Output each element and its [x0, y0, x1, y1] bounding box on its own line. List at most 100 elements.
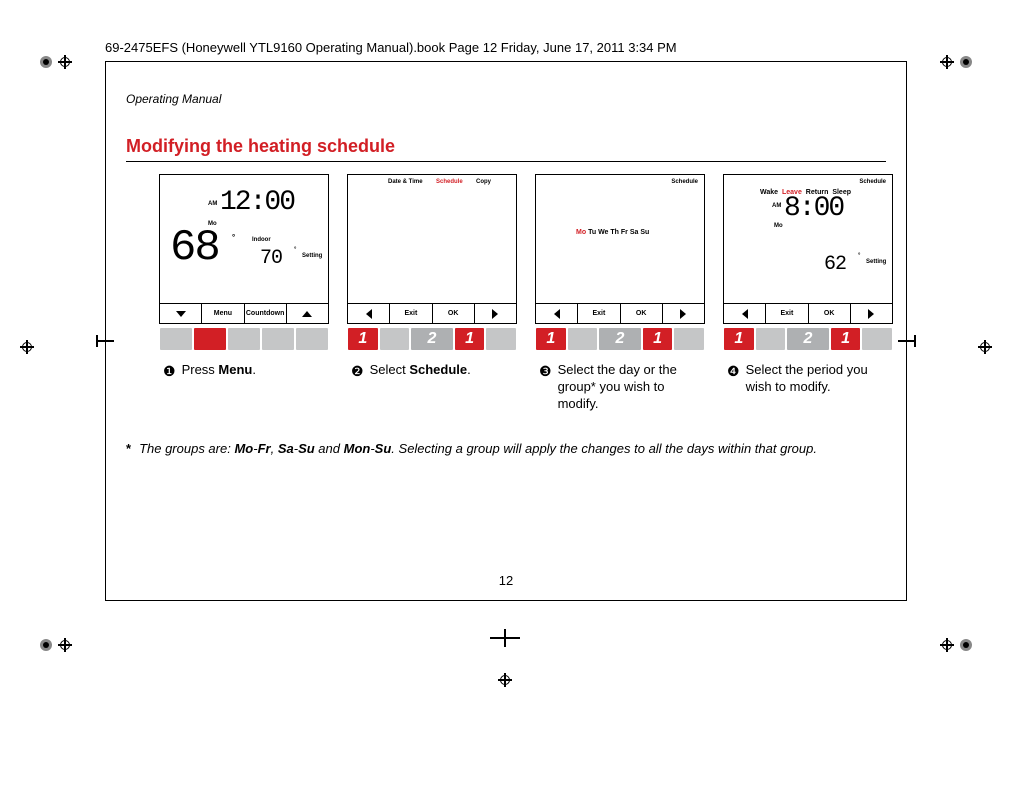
softkey-up[interactable]: [286, 304, 328, 323]
softkey-left[interactable]: [536, 304, 577, 323]
registration-mark: [498, 673, 512, 687]
setting-label: Setting: [866, 259, 886, 265]
thermostat-lcd: Schedule Wake Leave Return Sleep AM 8:00…: [723, 174, 893, 324]
softkey-menu[interactable]: Menu: [201, 304, 243, 323]
crop-tick: [504, 629, 506, 647]
softkey-right[interactable]: [474, 304, 516, 323]
pdf-header: 69-2475EFS (Honeywell YTL9160 Operating …: [105, 40, 982, 61]
registration-mark: [58, 638, 72, 652]
time-value: 12:00: [220, 187, 294, 218]
softkey-exit[interactable]: Exit: [765, 304, 807, 323]
setpoint-temp: 62: [824, 253, 846, 276]
phys-button[interactable]: 1: [831, 328, 861, 350]
indoor-label: Indoor: [252, 237, 271, 243]
running-head: Operating Manual: [126, 92, 886, 106]
softkey-bar: Exit OK: [348, 303, 516, 323]
step-number-icon: ❶: [163, 362, 176, 380]
softkey-right[interactable]: [662, 304, 704, 323]
footnote: * The groups are: Mo-Fr, Sa-Su and Mon-S…: [126, 441, 886, 458]
phys-button[interactable]: 1: [536, 328, 566, 350]
crop-tick: [96, 335, 98, 347]
registration-mark: [978, 340, 992, 354]
step-number-icon: ❷: [351, 362, 364, 380]
day: Tu: [588, 229, 596, 236]
phys-button[interactable]: 2: [411, 328, 452, 350]
softkey-ok[interactable]: OK: [808, 304, 850, 323]
phys-button[interactable]: [674, 328, 704, 350]
degree-icon: °: [294, 247, 296, 253]
indoor-temp: 68: [170, 223, 219, 273]
step-caption: ❸ Select the day or the group* you wish …: [535, 362, 705, 413]
step-1: AM 12:00 Mo 68 ° Indoor 70 ° Setting Men…: [159, 174, 329, 413]
softkey-right[interactable]: [850, 304, 892, 323]
phys-button[interactable]: 1: [348, 328, 378, 350]
phys-button[interactable]: 1: [724, 328, 754, 350]
softkey-ok[interactable]: OK: [432, 304, 474, 323]
footnote-text: The groups are: Mo-Fr, Sa-Su and Mon-Su.…: [139, 441, 817, 458]
day: Su: [640, 229, 649, 236]
menu-title: Schedule: [859, 179, 886, 185]
setpoint-temp: 70: [260, 247, 282, 270]
phys-button[interactable]: 2: [787, 328, 828, 350]
am-label: AM: [208, 201, 217, 207]
softkey-left[interactable]: [724, 304, 765, 323]
thermostat-lcd: Schedule Mo Tu We Th Fr Sa Su Exit OK: [535, 174, 705, 324]
phys-button[interactable]: 2: [599, 328, 640, 350]
registration-mark: [940, 55, 954, 69]
physical-button-row: 1 2 1: [723, 328, 893, 350]
crop-dot: [40, 639, 52, 651]
menu-item: Date & Time: [388, 179, 423, 185]
caption-text: Press Menu.: [182, 362, 256, 379]
page-content-frame: Operating Manual Modifying the heating s…: [105, 61, 907, 601]
time-value: 8:00: [784, 193, 843, 224]
softkey-bar: Exit OK: [536, 303, 704, 323]
footnote-star: *: [126, 441, 131, 458]
step-caption: ❷ Select Schedule.: [347, 362, 517, 380]
phys-button[interactable]: [756, 328, 786, 350]
phys-button[interactable]: [862, 328, 892, 350]
menu-item: Copy: [476, 179, 491, 185]
softkey-down[interactable]: [160, 304, 201, 323]
softkey-exit[interactable]: Exit: [577, 304, 619, 323]
physical-button-row: [159, 328, 329, 350]
menu-title: Schedule: [671, 179, 698, 185]
thermostat-steps-row: AM 12:00 Mo 68 ° Indoor 70 ° Setting Men…: [166, 174, 886, 413]
day: We: [598, 229, 608, 236]
setting-label: Setting: [302, 253, 322, 259]
softkey-ok[interactable]: OK: [620, 304, 662, 323]
step-3: Schedule Mo Tu We Th Fr Sa Su Exit OK: [535, 174, 705, 413]
day-selected: Mo: [576, 229, 586, 236]
crop-dot: [40, 56, 52, 68]
phys-button[interactable]: [486, 328, 516, 350]
phys-button[interactable]: 1: [643, 328, 673, 350]
registration-mark: [940, 638, 954, 652]
softkey-bar: Menu Countdown: [160, 303, 328, 323]
page-number: 12: [106, 573, 906, 588]
phys-button[interactable]: [296, 328, 328, 350]
caption-text: Select Schedule.: [370, 362, 471, 379]
phys-button[interactable]: [568, 328, 598, 350]
phys-button[interactable]: [194, 328, 226, 350]
step-2: Date & Time Schedule Copy Exit OK 1 2 1: [347, 174, 517, 413]
crop-tick: [914, 335, 916, 347]
softkey-bar: Exit OK: [724, 303, 892, 323]
page: 69-2475EFS (Honeywell YTL9160 Operating …: [0, 0, 1012, 787]
title-rule: [126, 161, 886, 162]
softkey-exit[interactable]: Exit: [389, 304, 431, 323]
phys-button[interactable]: 1: [455, 328, 485, 350]
phys-button[interactable]: [160, 328, 192, 350]
menu-item-selected: Schedule: [436, 179, 463, 185]
crop-dot: [960, 639, 972, 651]
day: Sa: [630, 229, 639, 236]
physical-button-row: 1 2 1: [347, 328, 517, 350]
softkey-countdown[interactable]: Countdown: [244, 304, 286, 323]
softkey-left[interactable]: [348, 304, 389, 323]
period: Wake: [760, 189, 778, 196]
phys-button[interactable]: [262, 328, 294, 350]
phys-button[interactable]: [380, 328, 410, 350]
degree-icon: °: [232, 233, 235, 242]
step-caption: ❹ Select the period you wish to modify.: [723, 362, 893, 396]
section-title: Modifying the heating schedule: [126, 136, 886, 157]
phys-button[interactable]: [228, 328, 260, 350]
crop-dot: [960, 56, 972, 68]
